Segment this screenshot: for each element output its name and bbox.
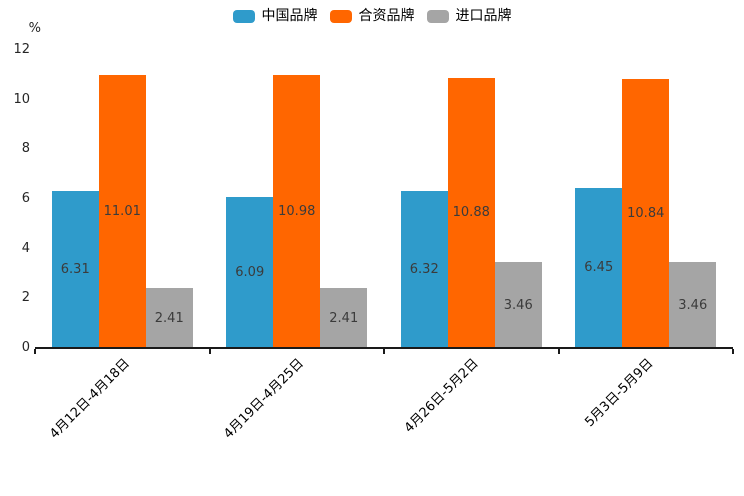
x-axis-tick (557, 349, 560, 354)
y-axis-tick-label: 8 (21, 141, 30, 157)
x-axis-category-label: 4月26日-5月2日 (401, 356, 482, 436)
x-axis-tick (383, 349, 385, 354)
y-axis-tick-label: 12 (13, 42, 30, 57)
bar: 6.31 (51, 191, 99, 348)
legend-item: 合资品牌 (329, 8, 415, 24)
bar: 2.41 (320, 288, 368, 348)
x-axis-line (35, 347, 733, 349)
bar: 10.98 (273, 75, 321, 348)
bar: 6.09 (226, 196, 274, 348)
legend-swatch-icon (426, 9, 449, 23)
bar-value-label: 6.09 (235, 264, 265, 280)
legend-item-label: 合资品牌 (358, 8, 415, 24)
bar: 11.01 (98, 74, 146, 348)
y-axis-tick-label: 0 (21, 340, 30, 355)
legend-item-label: 进口品牌 (455, 8, 512, 24)
y-axis-tick-label: 6 (21, 191, 30, 206)
bar-value-label: 6.32 (409, 262, 439, 278)
x-axis-category-label: 5月3日-5月9日 (582, 356, 657, 431)
bar: 6.45 (575, 187, 623, 348)
x-axis-category-label: 4月12日-4月18日 (47, 356, 133, 442)
legend-swatch-icon (329, 9, 352, 23)
bar-value-label: 10.98 (278, 204, 316, 220)
bar-value-label: 6.31 (60, 262, 90, 278)
x-axis-tick (732, 349, 734, 354)
bar: 2.41 (145, 288, 193, 348)
bar-value-label: 2.41 (154, 310, 184, 326)
x-axis-tick (208, 349, 211, 354)
bar: 10.88 (447, 77, 495, 348)
legend-item: 中国品牌 (232, 8, 318, 24)
y-axis-tick-label: 2 (21, 290, 30, 306)
bar-value-label: 3.46 (678, 297, 708, 313)
y-axis-tick-label: 10 (13, 91, 30, 107)
bar-value-label: 2.41 (329, 310, 359, 326)
x-axis-category-label: 4月19日-4月25日 (221, 356, 308, 442)
y-axis-tick-label: 4 (21, 240, 30, 256)
legend-item: 进口品牌 (426, 8, 512, 24)
chart-legend: 中国品牌 合资品牌 进口品牌 (0, 8, 744, 24)
bar-value-label: 10.84 (627, 205, 665, 221)
bar-value-label: 11.01 (103, 203, 141, 219)
bar-value-label: 10.88 (452, 205, 490, 221)
y-axis-unit-label: % (28, 21, 41, 36)
x-axis-tick (34, 349, 36, 354)
bar-value-label: 6.45 (584, 260, 614, 276)
bar: 10.84 (622, 78, 670, 348)
bar: 3.46 (494, 262, 542, 348)
bar: 3.46 (669, 262, 717, 348)
bar: 6.32 (400, 191, 448, 348)
legend-item-label: 中国品牌 (261, 8, 318, 24)
legend-swatch-icon (232, 9, 255, 23)
bar-value-label: 3.46 (503, 297, 533, 313)
